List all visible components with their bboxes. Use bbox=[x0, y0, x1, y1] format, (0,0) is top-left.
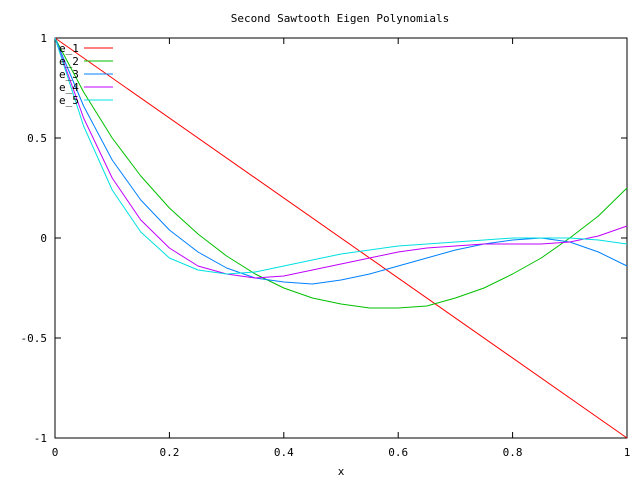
series-line-e_2 bbox=[54, 37, 628, 309]
y-axis: 1 0.5 0 -0.5 -1 bbox=[21, 32, 627, 445]
y-tick-label: -0.5 bbox=[21, 332, 48, 345]
x-tick-label: 0.4 bbox=[274, 446, 294, 459]
chart-title: Second Sawtooth Eigen Polynomials bbox=[231, 12, 450, 25]
series-line-e_5 bbox=[54, 37, 628, 275]
series-lines bbox=[54, 37, 628, 439]
y-tick-label: 1 bbox=[40, 32, 47, 45]
x-tick-label: 0.6 bbox=[388, 446, 408, 459]
y-tick-label: -1 bbox=[34, 432, 47, 445]
series-line-e_4 bbox=[54, 37, 628, 279]
legend-label: e_1 bbox=[59, 42, 79, 55]
series-line-e_3 bbox=[54, 37, 628, 285]
y-tick-label: 0 bbox=[40, 232, 47, 245]
legend-label: e_2 bbox=[59, 55, 79, 68]
x-axis-label: x bbox=[338, 465, 345, 478]
x-tick-label: 0.8 bbox=[503, 446, 523, 459]
x-axis: 0 0.2 0.4 0.6 0.8 1 bbox=[52, 38, 631, 459]
y-tick-label: 0.5 bbox=[27, 132, 47, 145]
legend-label: e_5 bbox=[59, 94, 79, 107]
x-tick-label: 0.2 bbox=[159, 446, 179, 459]
x-tick-label: 1 bbox=[624, 446, 631, 459]
legend-label: e_4 bbox=[59, 81, 79, 94]
legend-label: e_3 bbox=[59, 68, 79, 81]
series-line-e_1 bbox=[54, 37, 628, 439]
x-tick-label: 0 bbox=[52, 446, 59, 459]
legend: e_1e_2e_3e_4e_5 bbox=[59, 42, 113, 107]
